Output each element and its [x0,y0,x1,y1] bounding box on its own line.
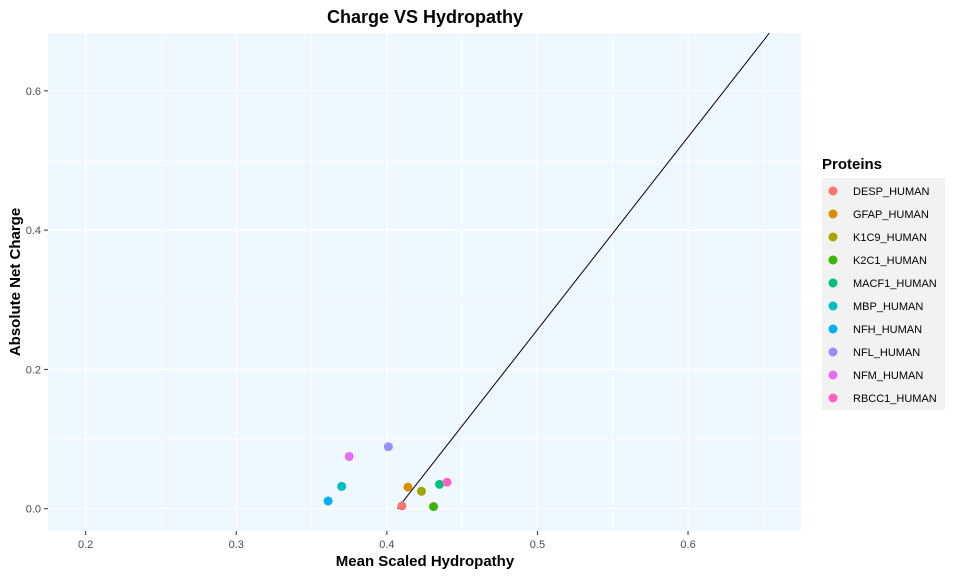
legend-label: GFAP_HUMAN [853,209,929,221]
y-tick-label: 0.6 [26,86,41,98]
legend-label: RBCC1_HUMAN [853,393,937,405]
legend-label: DESP_HUMAN [853,186,929,198]
x-tick-label: 0.2 [78,539,93,551]
y-tick-label: 0.4 [26,225,41,237]
point-mbp-human [337,481,347,491]
y-tick-label: 0.2 [26,364,41,376]
reference-line [396,32,770,510]
legend-label: MACF1_HUMAN [853,278,937,290]
legend: Proteins DESP_HUMAN GFAP_HUMAN K1C9_HUMAN K… [822,156,945,410]
point-rbcc1-human [442,477,452,487]
point-k2c1-human [429,502,439,512]
legend-label: NFL_HUMAN [853,347,920,359]
legend-swatch [828,186,838,196]
point-gfap-human [403,482,413,492]
legend-label: K2C1_HUMAN [853,255,927,267]
x-axis-title: Mean Scaled Hydropathy [336,553,515,570]
legend-swatch [828,255,838,265]
x-tick-label: 0.6 [680,539,695,551]
data-points [323,442,452,512]
point-nfm-human [344,451,354,461]
legend-label: MBP_HUMAN [853,301,923,313]
x-axis-ticks: 0.2 0.3 0.4 0.5 0.6 [78,531,696,551]
point-nfh-human [323,496,333,506]
legend-label: K1C9_HUMAN [853,232,927,244]
legend-swatch [828,347,838,357]
legend-swatch [828,301,838,311]
legend-label: NFH_HUMAN [853,324,922,336]
point-desp-human [397,501,407,511]
x-tick-label: 0.5 [530,539,545,551]
y-axis-ticks: 0.0 0.2 0.4 0.6 [26,86,48,516]
legend-title: Proteins [822,156,882,173]
chart-title: Charge VS Hydropathy [327,7,523,27]
legend-swatch [828,393,838,403]
plot-panel [48,33,801,531]
legend-label: NFM_HUMAN [853,370,923,382]
minor-gridlines [48,33,801,531]
x-tick-label: 0.3 [229,539,244,551]
point-macf1-human [435,479,445,489]
legend-swatch [828,324,838,334]
legend-swatch [828,278,838,288]
point-k1c9-human [416,486,426,496]
y-tick-label: 0.0 [26,504,41,516]
point-nfl-human [383,442,393,452]
x-tick-label: 0.4 [379,539,394,551]
legend-swatch [828,232,838,242]
legend-swatch [828,209,838,219]
y-axis-title: Absolute Net Charge [7,208,24,356]
legend-swatch [828,370,838,380]
